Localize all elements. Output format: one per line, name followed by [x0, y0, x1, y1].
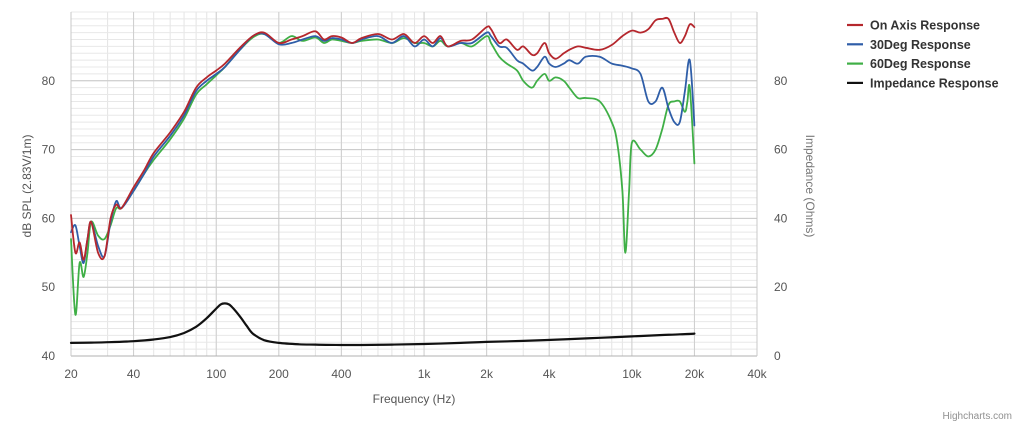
- tick-labels: 20 40 100 200 400 1k 2k 4k 10k 20k 40k 40 50 60 70 80 0 2…: [42, 74, 788, 381]
- x-tick-label: 4k: [543, 367, 557, 381]
- legend-label: Impedance Response: [870, 76, 999, 90]
- y-tick-label: 60: [42, 211, 56, 225]
- y-tick-label: 40: [42, 349, 56, 363]
- legend-label: On Axis Response: [870, 19, 980, 33]
- y2-tick-label: 60: [774, 143, 788, 157]
- legend-label: 60Deg Response: [870, 57, 971, 71]
- legend-item-60deg-response[interactable]: 60Deg Response: [847, 57, 971, 71]
- legend: On Axis Response 30Deg Response 60Deg Resp…: [847, 19, 999, 90]
- credits-link[interactable]: Highcharts.com: [943, 411, 1012, 422]
- x-tick-label: 400: [331, 367, 351, 381]
- series-line-impedance-response[interactable]: [69, 302, 696, 347]
- legend-item-impedance-response[interactable]: Impedance Response: [847, 76, 999, 90]
- x-tick-label: 2k: [480, 367, 494, 381]
- legend-item-30deg-response[interactable]: 30Deg Response: [847, 38, 971, 52]
- x-tick-label: 100: [206, 367, 226, 381]
- x-tick-label: 20k: [685, 367, 705, 381]
- y2-tick-label: 0: [774, 349, 781, 363]
- x-tick-label: 10k: [622, 367, 642, 381]
- x-tick-label: 40k: [747, 367, 767, 381]
- x-tick-label: 40: [127, 367, 141, 381]
- legend-label: 30Deg Response: [870, 38, 971, 52]
- series-lines: [69, 16, 696, 347]
- y-tick-label: 80: [42, 74, 56, 88]
- x-tick-label: 1k: [418, 367, 432, 381]
- x-tick-label: 20: [64, 367, 78, 381]
- legend-item-on-axis-response[interactable]: On Axis Response: [847, 19, 980, 33]
- y-axis-title: dB SPL (2.83V/1m): [20, 135, 34, 238]
- axis-lines: [70, 12, 758, 357]
- y-tick-label: 50: [42, 280, 56, 294]
- y2-axis-title: Impedance (Ohms): [803, 135, 817, 238]
- series-line-30deg-response[interactable]: [70, 31, 696, 265]
- x-axis-title: Frequency (Hz): [373, 392, 456, 406]
- x-tick-label: 200: [269, 367, 289, 381]
- series-line-on-axis-response[interactable]: [70, 16, 696, 261]
- y-tick-label: 70: [42, 143, 56, 157]
- y2-tick-label: 20: [774, 280, 788, 294]
- y2-tick-label: 40: [774, 211, 788, 225]
- y2-tick-label: 80: [774, 74, 788, 88]
